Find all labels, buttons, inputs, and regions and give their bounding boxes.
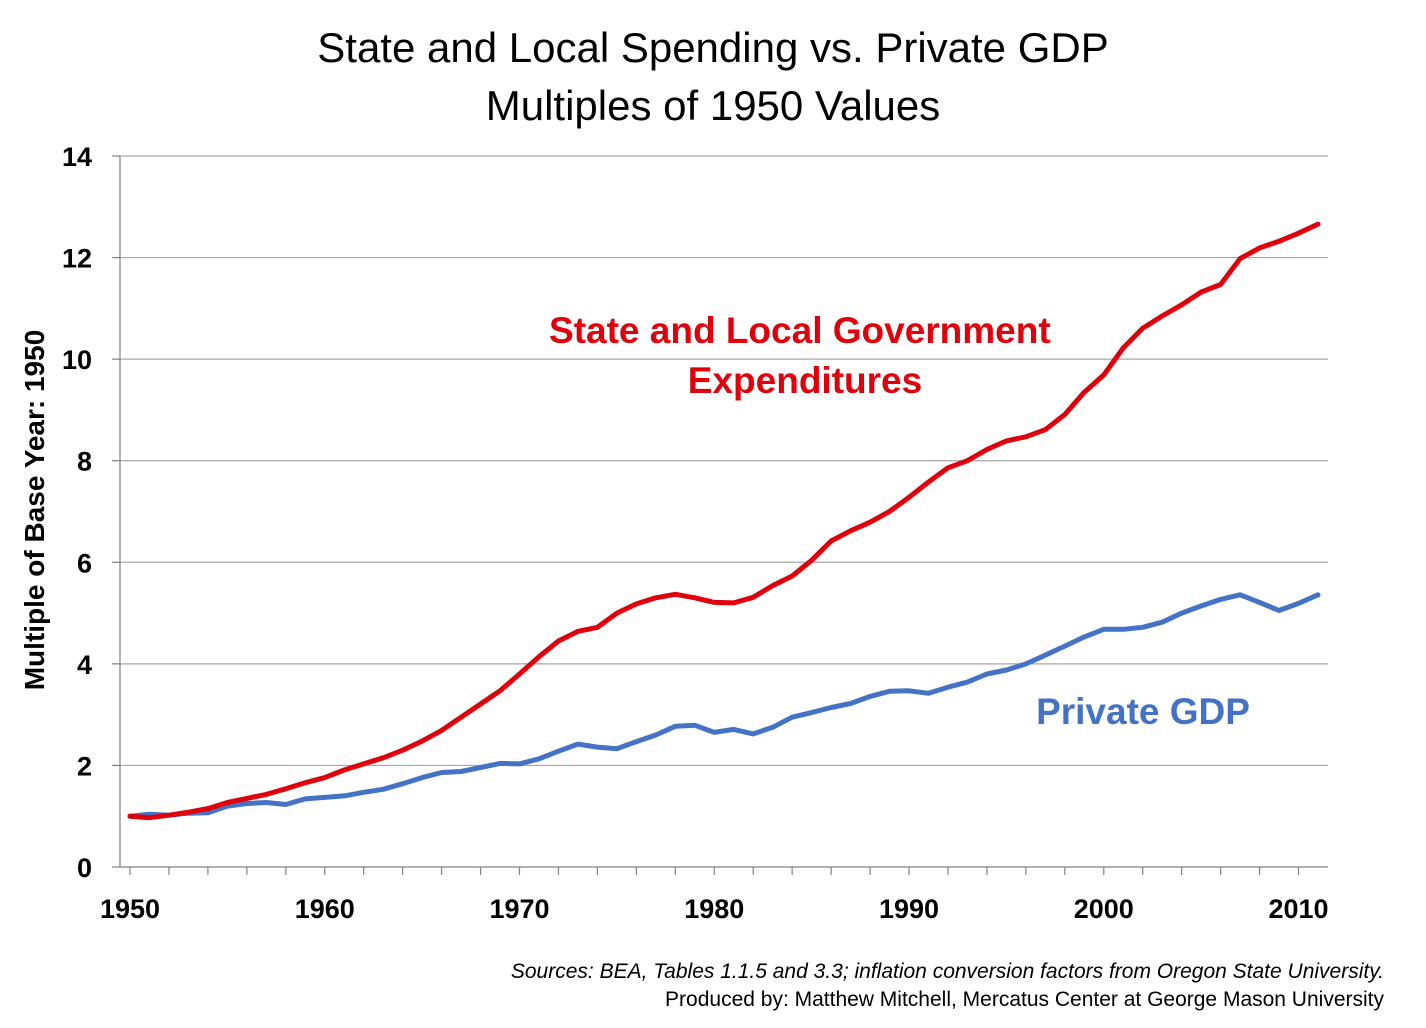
y-tick-label-4: 4: [77, 650, 92, 680]
producer-credit: Produced by: Matthew Mitchell, Mercatus …: [665, 988, 1384, 1011]
chart-title-line-1: State and Local Spending vs. Private GDP: [317, 24, 1108, 71]
x-tick-labels: 1950 1960 1970 1980 1990 2000 2010: [100, 894, 1329, 924]
y-tick-label-8: 8: [77, 447, 92, 477]
x-tick-label-1970: 1970: [489, 894, 549, 924]
x-tick-label-1950: 1950: [100, 894, 160, 924]
series-lines: [127, 221, 1321, 821]
series-label-state-local: State and Local Government Expenditures: [549, 310, 1061, 401]
axes: [112, 155, 1328, 875]
x-tick-label-2000: 2000: [1074, 894, 1134, 924]
y-tick-label-10: 10: [62, 345, 92, 375]
y-tick-label-14: 14: [62, 142, 92, 172]
y-tick-label-12: 12: [62, 244, 92, 274]
gridlines: [120, 155, 1328, 767]
y-tick-label-0: 0: [77, 853, 92, 883]
y-axis-label: Multiple of Base Year: 1950: [19, 330, 50, 691]
x-tick-label-1990: 1990: [879, 894, 939, 924]
x-tick-label-1960: 1960: [295, 894, 355, 924]
y-tick-label-2: 2: [77, 751, 92, 781]
x-tick-label-2010: 2010: [1268, 894, 1328, 924]
series-label-private-gdp: Private GDP: [1036, 691, 1250, 732]
series-line-private-gdp: [127, 592, 1321, 819]
series-label-state-local-line-1: State and Local Government: [549, 310, 1051, 351]
series-label-state-local-line-2: Expenditures: [688, 360, 922, 401]
y-tick-labels: 0 2 4 6 8 10 12 14: [62, 142, 92, 883]
sources-note: Sources: BEA, Tables 1.1.5 and 3.3; infl…: [511, 960, 1384, 983]
x-tick-label-1980: 1980: [684, 894, 744, 924]
chart-title-line-2: Multiples of 1950 Values: [486, 82, 941, 129]
y-tick-label-6: 6: [77, 548, 92, 578]
series-line-state-local-expenditures: [127, 221, 1321, 821]
